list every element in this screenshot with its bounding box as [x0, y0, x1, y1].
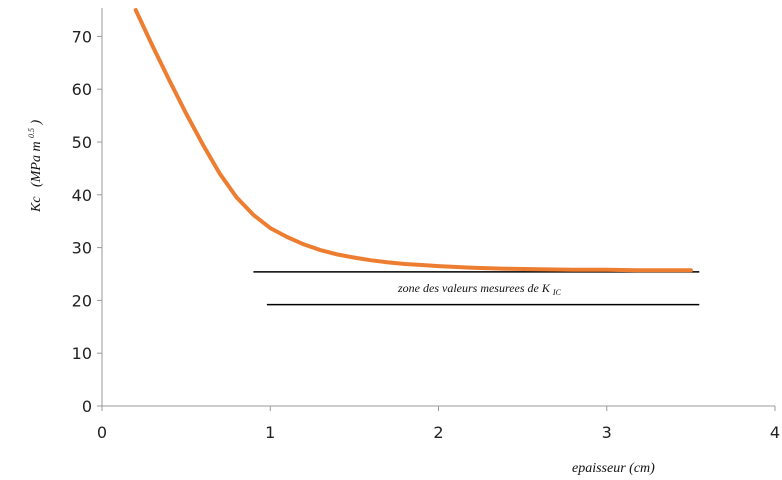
- y-axis-label-unit-exponent: 0.5: [27, 128, 36, 138]
- y-axis-label: Kc (MPa m 0.5 ): [23, 119, 44, 213]
- series-group: [133, 8, 693, 273]
- annotation-text: zone des valeurs mesurees de K IC: [397, 281, 562, 297]
- tick-labels: 0 10 20 30 40 50 60 70 0 1 2 3 4: [72, 27, 780, 442]
- x-tick-label: 3: [602, 423, 612, 442]
- series-line: [133, 8, 693, 273]
- x-tick-label: 4: [770, 423, 780, 442]
- x-tick-label: 2: [433, 423, 443, 442]
- y-tick-label: 40: [72, 186, 92, 205]
- annotation-text-main: zone des valeurs mesurees de K: [397, 281, 551, 295]
- annotation-text-subscript: IC: [552, 288, 562, 297]
- y-tick-label: 60: [72, 80, 92, 99]
- y-axis-label-unit: (MPa m: [29, 141, 44, 187]
- axes: [97, 8, 776, 411]
- y-axis-label-unit-close: ): [29, 119, 44, 125]
- y-axis-label-name: Kc: [29, 196, 44, 213]
- y-tick-label: 10: [72, 344, 92, 363]
- y-tick-label: 0: [82, 397, 92, 416]
- x-axis-label: epaisseur (cm): [572, 461, 655, 476]
- x-tick-label: 0: [97, 423, 107, 442]
- y-tick-label: 20: [72, 291, 92, 310]
- y-tick-label: 30: [72, 239, 92, 258]
- x-tick-label: 1: [265, 423, 275, 442]
- y-tick-label: 70: [72, 27, 92, 46]
- y-tick-label: 50: [72, 133, 92, 152]
